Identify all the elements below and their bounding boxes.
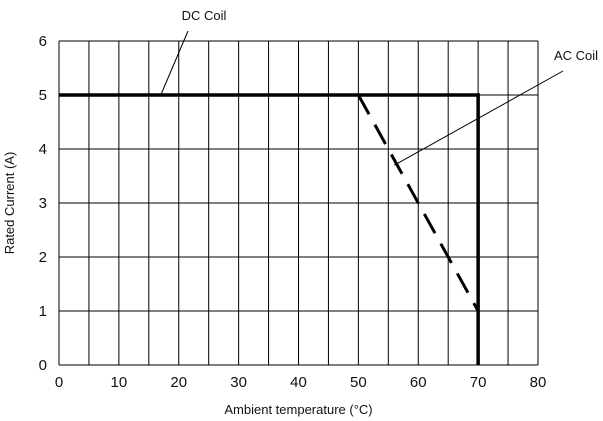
annotation-leader xyxy=(394,70,564,166)
x-tick-label: 10 xyxy=(111,374,128,391)
annotation-label: DC Coil xyxy=(182,8,227,23)
dc-coil-line xyxy=(59,93,480,365)
x-tick-label: 30 xyxy=(230,374,247,391)
x-tick-label: 80 xyxy=(530,374,547,391)
annotation-label: AC Coil xyxy=(554,48,598,63)
y-tick-label: 3 xyxy=(39,195,47,212)
x-tick-label: 20 xyxy=(170,374,187,391)
ac-coil-line xyxy=(357,94,480,312)
y-tick-label: 2 xyxy=(39,249,47,266)
y-axis-title: Rated Current (A) xyxy=(2,152,17,255)
tick-labels: 0 10 20 30 40 50 60 70 80 0 1 2 3 4 5 6 xyxy=(39,33,547,391)
x-tick-label: 70 xyxy=(470,374,487,391)
y-tick-label: 4 xyxy=(39,141,47,158)
annotation-leader xyxy=(160,30,189,96)
x-tick-label: 60 xyxy=(410,374,427,391)
x-tick-label: 0 xyxy=(55,374,63,391)
x-tick-label: 50 xyxy=(350,374,367,391)
annotations: DC Coil AC Coil xyxy=(160,8,598,166)
y-tick-label: 6 xyxy=(39,33,47,50)
y-tick-label: 1 xyxy=(39,303,47,320)
grid xyxy=(58,40,539,366)
x-axis-title: Ambient temperature (°C) xyxy=(224,402,372,417)
series-lines xyxy=(59,93,480,365)
y-tick-label: 0 xyxy=(39,357,47,374)
x-tick-label: 40 xyxy=(290,374,307,391)
y-tick-label: 5 xyxy=(39,87,47,104)
